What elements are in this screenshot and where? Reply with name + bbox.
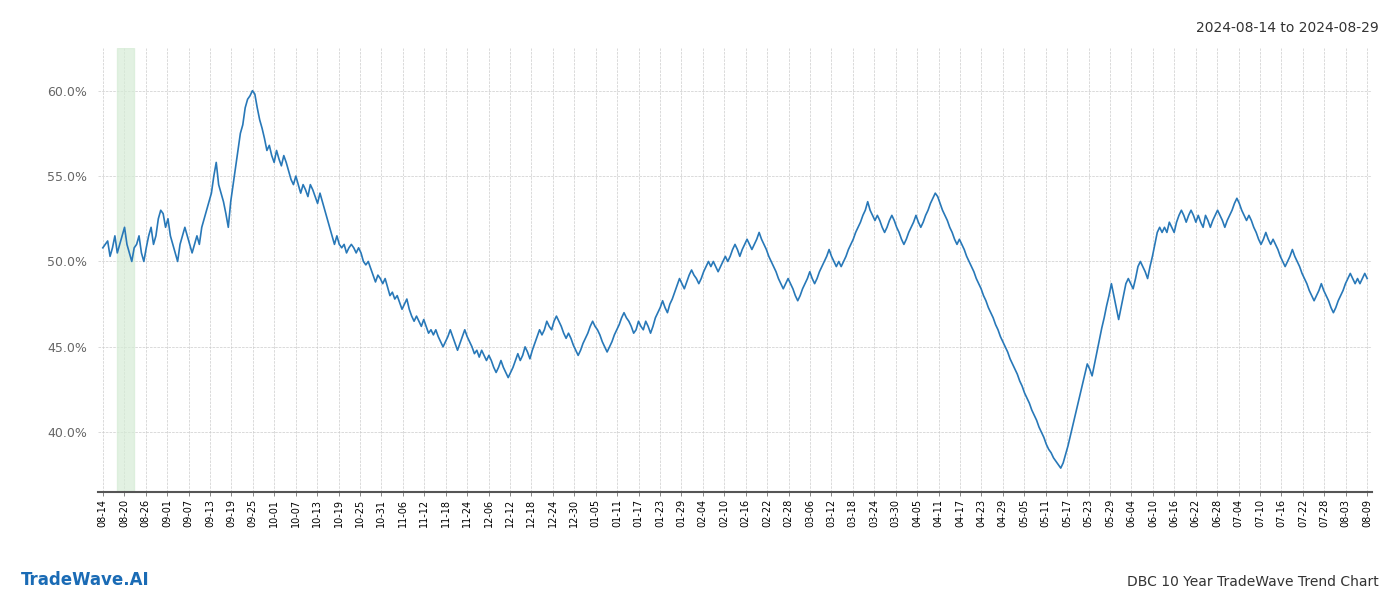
Text: DBC 10 Year TradeWave Trend Chart: DBC 10 Year TradeWave Trend Chart (1127, 575, 1379, 589)
Bar (118, 48, 134, 492)
Text: TradeWave.AI: TradeWave.AI (21, 571, 150, 589)
Text: 2024-08-14 to 2024-08-29: 2024-08-14 to 2024-08-29 (1196, 21, 1379, 35)
